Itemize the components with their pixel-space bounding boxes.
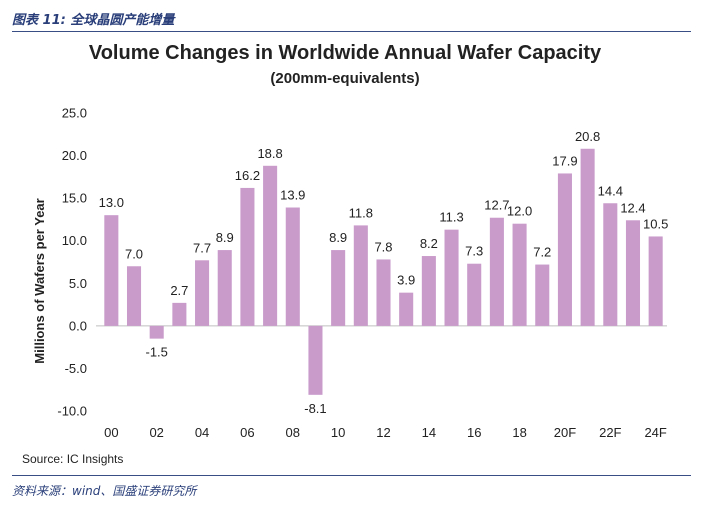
y-axis-ticks: 25.0 20.0 15.0 10.0 5.0 0.0 -5.0 -10.0 bbox=[57, 106, 87, 419]
bar-21F bbox=[580, 148, 595, 326]
footer-source-note: 资料来源：wind、国盛证券研究所 bbox=[12, 484, 197, 498]
bar-11 bbox=[353, 225, 368, 326]
y-tick-label: 15.0 bbox=[62, 191, 87, 206]
bars bbox=[104, 148, 663, 395]
data-label-06: 16.2 bbox=[235, 168, 260, 183]
x-axis-ticks: 00 02 04 06 08 10 12 14 16 18 20F 22F 24F bbox=[104, 425, 667, 440]
y-tick-label: 0.0 bbox=[69, 318, 87, 333]
x-tick-label: 24F bbox=[644, 425, 666, 440]
bar-01 bbox=[126, 266, 142, 326]
data-label-16: 7.3 bbox=[465, 244, 483, 259]
bar-08 bbox=[285, 207, 300, 326]
data-label-19: 7.2 bbox=[533, 245, 551, 260]
data-label-02: -1.5 bbox=[145, 345, 167, 360]
bar-07 bbox=[263, 165, 278, 326]
bar-13 bbox=[399, 292, 414, 326]
x-tick-label: 16 bbox=[467, 425, 481, 440]
data-label-08: 13.9 bbox=[280, 188, 305, 203]
x-tick-label: 08 bbox=[286, 425, 300, 440]
chart-subtitle: (200mm-equivalents) bbox=[270, 70, 419, 87]
bar-22F bbox=[603, 203, 618, 326]
x-tick-label: 06 bbox=[240, 425, 254, 440]
bar-15 bbox=[444, 229, 459, 326]
y-axis-label: Millions of Wafers per Year bbox=[32, 198, 47, 363]
data-label-20F: 17.9 bbox=[552, 153, 577, 168]
data-label-18: 12.0 bbox=[507, 204, 532, 219]
y-tick-label: 10.0 bbox=[62, 233, 87, 248]
bar-16 bbox=[467, 263, 482, 326]
bar-20F bbox=[557, 173, 572, 326]
data-label-09: -8.1 bbox=[304, 401, 326, 416]
x-tick-label: 14 bbox=[422, 425, 436, 440]
x-tick-label: 00 bbox=[104, 425, 118, 440]
top-divider bbox=[12, 31, 691, 32]
data-label-01: 7.0 bbox=[125, 246, 143, 261]
x-tick-label: 18 bbox=[512, 425, 526, 440]
data-label-12: 7.8 bbox=[374, 239, 392, 254]
data-label-04: 7.7 bbox=[193, 240, 211, 255]
bar-12 bbox=[376, 259, 391, 326]
x-tick-label: 10 bbox=[331, 425, 345, 440]
bar-24F bbox=[648, 236, 663, 326]
y-tick-label: -5.0 bbox=[65, 361, 87, 376]
data-label-23F: 12.4 bbox=[620, 200, 645, 215]
bar-09 bbox=[308, 325, 323, 395]
data-label-07: 18.8 bbox=[257, 146, 282, 161]
data-label-14: 8.2 bbox=[420, 236, 438, 251]
bar-17 bbox=[489, 217, 504, 326]
bar-14 bbox=[421, 256, 436, 326]
x-tick-label: 04 bbox=[195, 425, 209, 440]
wafer-capacity-chart: Volume Changes in Worldwide Annual Wafer… bbox=[22, 42, 669, 466]
x-tick-label: 12 bbox=[376, 425, 390, 440]
data-label-13: 3.9 bbox=[397, 273, 415, 288]
data-label-03: 2.7 bbox=[170, 283, 188, 298]
bar-19 bbox=[535, 264, 550, 326]
y-tick-label: 20.0 bbox=[62, 148, 87, 163]
bar-23F bbox=[625, 220, 641, 326]
x-tick-label: 02 bbox=[149, 425, 163, 440]
bar-10 bbox=[331, 250, 346, 326]
y-tick-label: 5.0 bbox=[69, 276, 87, 291]
data-label-24F: 10.5 bbox=[643, 216, 668, 231]
bar-06 bbox=[240, 187, 255, 326]
bottom-divider bbox=[12, 475, 691, 476]
data-label-22F: 14.4 bbox=[598, 183, 623, 198]
data-label-15: 11.3 bbox=[439, 210, 463, 225]
data-label-10: 8.9 bbox=[329, 230, 347, 245]
bar-18 bbox=[512, 223, 527, 326]
bar-00 bbox=[104, 215, 119, 326]
bar-02 bbox=[149, 325, 164, 339]
x-tick-label: 22F bbox=[599, 425, 621, 440]
data-label-21F: 20.8 bbox=[575, 129, 600, 144]
bar-05 bbox=[217, 250, 232, 326]
data-label-05: 8.9 bbox=[216, 230, 234, 245]
bar-03 bbox=[172, 302, 187, 326]
y-tick-label: 25.0 bbox=[62, 106, 87, 121]
chart-source-note: Source: IC Insights bbox=[22, 452, 123, 466]
data-label-11: 11.8 bbox=[349, 205, 373, 220]
data-label-17: 12.7 bbox=[484, 198, 509, 213]
y-tick-label: -10.0 bbox=[57, 404, 87, 419]
data-labels: 13.07.0-1.52.77.78.916.218.813.9-8.18.91… bbox=[99, 129, 669, 416]
x-tick-label: 20F bbox=[554, 425, 576, 440]
data-label-00: 13.0 bbox=[99, 195, 124, 210]
chart-title: Volume Changes in Worldwide Annual Wafer… bbox=[89, 42, 602, 64]
figure-caption: 图表 11: 全球晶圆产能增量 bbox=[12, 13, 175, 28]
bar-04 bbox=[195, 260, 210, 326]
